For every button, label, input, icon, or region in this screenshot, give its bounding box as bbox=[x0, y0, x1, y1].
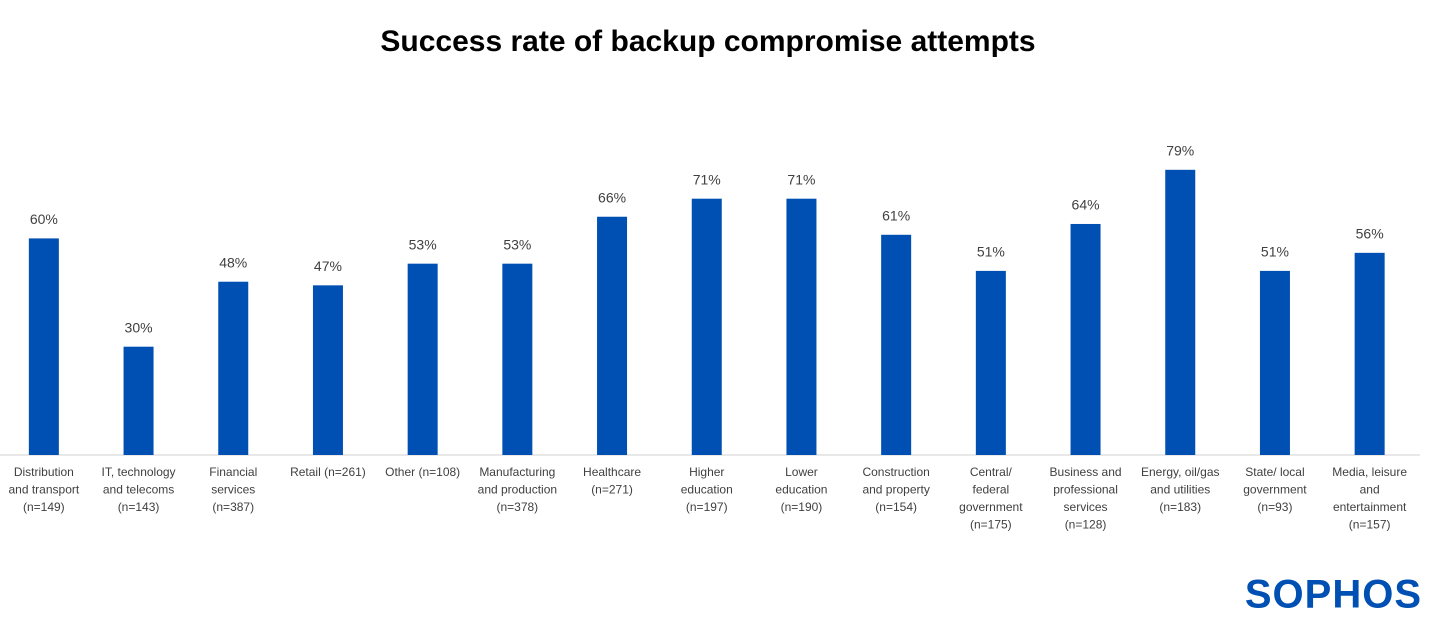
x-tick-label: (n=157) bbox=[1349, 518, 1391, 532]
x-tick-label: Higher bbox=[689, 465, 724, 479]
x-tick-label: and telecoms bbox=[103, 483, 174, 497]
x-tick-label: and property bbox=[862, 483, 929, 497]
x-tick-label: (n=190) bbox=[781, 500, 823, 514]
x-tick-label: State/ local bbox=[1245, 465, 1304, 479]
value-label: 48% bbox=[219, 254, 247, 270]
value-label: 53% bbox=[409, 236, 437, 252]
x-tick-label: Other (n=108) bbox=[385, 465, 460, 479]
x-tick-label: (n=93) bbox=[1257, 500, 1292, 514]
x-tick-label: federal bbox=[972, 483, 1009, 497]
x-tick-label: (n=183) bbox=[1159, 500, 1201, 514]
value-label: 66% bbox=[598, 189, 626, 205]
x-tick-label: Financial bbox=[209, 465, 257, 479]
value-label: 64% bbox=[1072, 197, 1100, 213]
value-label: 47% bbox=[314, 258, 342, 274]
bar bbox=[691, 198, 722, 455]
x-tick-label: professional bbox=[1053, 483, 1118, 497]
x-tick-label: Distribution bbox=[14, 465, 74, 479]
x-tick-label: entertainment bbox=[1333, 500, 1407, 514]
x-tick-label: Construction bbox=[862, 465, 929, 479]
x-tick-label: (n=154) bbox=[875, 500, 917, 514]
x-tick-label: (n=143) bbox=[118, 500, 160, 514]
bar bbox=[1165, 169, 1196, 455]
value-label: 60% bbox=[30, 211, 58, 227]
x-tick-label: (n=197) bbox=[686, 500, 728, 514]
x-tick-label: Business and bbox=[1050, 465, 1122, 479]
x-tick-label: (n=149) bbox=[23, 500, 65, 514]
x-tick-label: education bbox=[775, 483, 827, 497]
bar bbox=[502, 263, 533, 455]
bar bbox=[28, 238, 59, 455]
value-label: 71% bbox=[787, 171, 815, 187]
x-tick-label: education bbox=[681, 483, 733, 497]
x-tick-label: and utilities bbox=[1150, 483, 1210, 497]
x-tick-label: Central/ bbox=[970, 465, 1013, 479]
value-label: 79% bbox=[1166, 143, 1194, 159]
logo: SOPHOS bbox=[1245, 573, 1422, 617]
bar bbox=[975, 270, 1006, 455]
value-label: 51% bbox=[1261, 244, 1289, 260]
x-tick-label: Media, leisure bbox=[1332, 465, 1407, 479]
x-tick-label: (n=128) bbox=[1065, 518, 1107, 532]
x-tick-label: Lower bbox=[785, 465, 818, 479]
bar bbox=[1070, 223, 1101, 455]
bar bbox=[218, 281, 249, 455]
x-tick-label: IT, technology bbox=[102, 465, 176, 479]
x-tick-label: (n=378) bbox=[496, 500, 538, 514]
bar bbox=[597, 216, 628, 455]
value-label: 53% bbox=[503, 236, 531, 252]
x-tick-label: (n=387) bbox=[212, 500, 254, 514]
bar bbox=[881, 234, 912, 455]
x-tick-label: services bbox=[1064, 500, 1108, 514]
bar bbox=[407, 263, 438, 455]
x-tick-label: services bbox=[211, 483, 255, 497]
value-label: 51% bbox=[977, 244, 1005, 260]
x-tick-label: and production bbox=[478, 483, 557, 497]
x-tick-label: Energy, oil/gas bbox=[1141, 465, 1220, 479]
x-tick-label: and bbox=[1360, 483, 1380, 497]
bar bbox=[1259, 270, 1290, 455]
x-tick-label: government bbox=[1243, 483, 1307, 497]
bar bbox=[1354, 252, 1385, 455]
value-label: 71% bbox=[693, 171, 721, 187]
value-label: 30% bbox=[125, 319, 153, 335]
x-tick-label: government bbox=[959, 500, 1023, 514]
x-tick-label: Manufacturing bbox=[479, 465, 555, 479]
x-tick-label: Retail (n=261) bbox=[290, 465, 366, 479]
chart-title: Success rate of backup compromise attemp… bbox=[380, 25, 1035, 58]
x-tick-label: Healthcare bbox=[583, 465, 641, 479]
bar bbox=[312, 285, 343, 455]
x-tick-label: (n=271) bbox=[591, 483, 633, 497]
bar bbox=[786, 198, 817, 455]
x-tick-label: and transport bbox=[8, 483, 79, 497]
value-label: 56% bbox=[1356, 226, 1384, 242]
x-tick-label: (n=175) bbox=[970, 518, 1012, 532]
value-label: 61% bbox=[882, 207, 910, 223]
bar bbox=[123, 346, 154, 455]
